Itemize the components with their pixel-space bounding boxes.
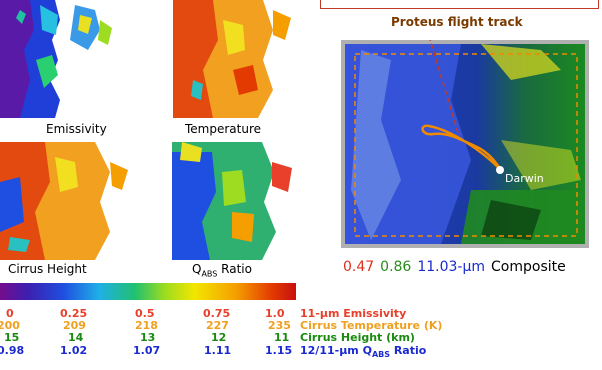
cirrus-height-label: Cirrus Height [6, 262, 89, 276]
qabs-ratio-label: QABS Ratio [190, 262, 254, 279]
color-scale-bar [0, 283, 296, 300]
composite-image: Darwin [341, 35, 589, 248]
temperature-map [173, 0, 305, 118]
darwin-label: Darwin [505, 172, 544, 185]
temperature-label: Temperature [183, 122, 264, 136]
qabs-sub: ABS [201, 269, 218, 279]
composite-title: Proteus flight track [391, 15, 523, 29]
caption-g: 0.86 [380, 259, 412, 275]
flight-track [421, 124, 503, 171]
qabs-q: Q [192, 262, 202, 276]
emissivity-label: Emissivity [44, 122, 109, 136]
emissivity-map [0, 0, 132, 118]
darwin-marker [496, 166, 504, 174]
caption-b: 11.03-μm [417, 259, 486, 275]
composite-caption: 0.47 0.86 11.03-μm Composite [343, 259, 572, 275]
header-frame [320, 0, 599, 9]
cirrus-height-map [0, 142, 132, 260]
qabs-ratio-map [172, 142, 304, 260]
caption-label: Composite [491, 259, 566, 275]
caption-r: 0.47 [343, 259, 375, 275]
qabs-rest: Ratio [217, 262, 252, 276]
